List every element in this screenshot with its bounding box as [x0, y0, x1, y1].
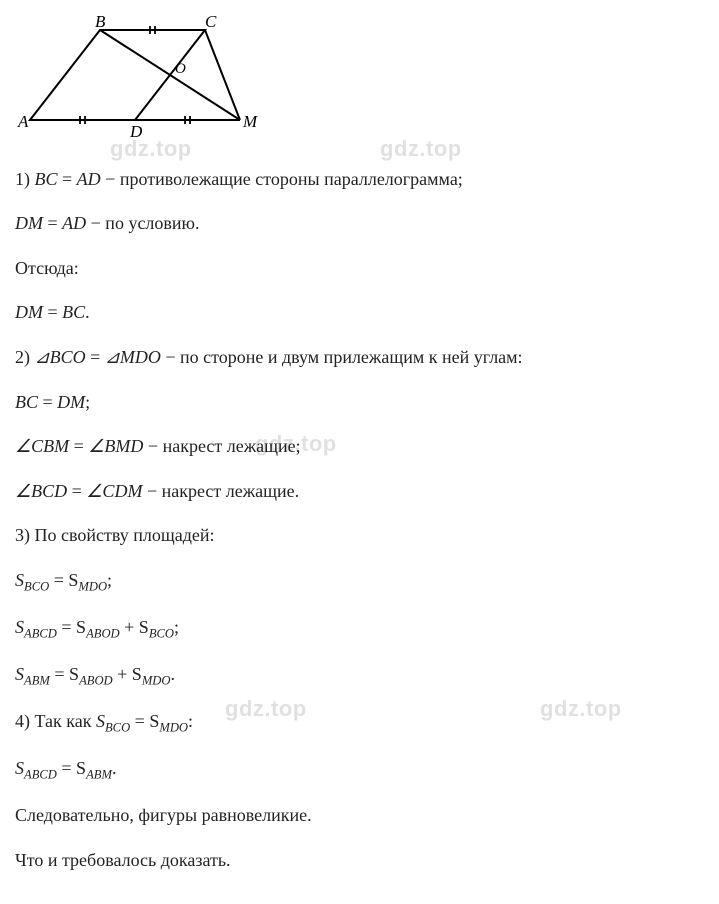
proof-line-16: Что и требовалось доказать. [15, 845, 704, 876]
proof-line-14: SABCD = SABM. [15, 753, 704, 786]
label-o: O [175, 61, 186, 77]
proof-line-11: SABCD = SABOD + SBCO; [15, 612, 704, 645]
proof-line-3: Отсюда: [15, 253, 704, 284]
label-m: M [242, 112, 258, 131]
label-b: B [95, 15, 106, 31]
proof-line-1: 1) BC = AD − противолежащие стороны пара… [15, 164, 704, 195]
proof-line-4: DM = BC. [15, 297, 704, 328]
proof-line-9: 3) По свойству площадей: [15, 520, 704, 551]
proof-line-12: SABM = SABOD + SMDO. [15, 659, 704, 692]
proof-line-10: SBCO = SMDO; [15, 565, 704, 598]
proof-line-6: BC = DM; [15, 387, 704, 418]
label-c: C [205, 15, 217, 31]
proof-line-2: DM = AD − по условию. [15, 208, 704, 239]
proof-line-7: ∠CBM = ∠BMD − накрест лежащие; [15, 431, 704, 462]
proof-line-15: Следовательно, фигуры равновеликие. [15, 800, 704, 831]
geometry-diagram: A B C D M O [15, 15, 704, 150]
label-a: A [17, 112, 29, 131]
proof-line-5: 2) ⊿BCO = ⊿MDO − по стороне и двум приле… [15, 342, 704, 373]
proof-line-13: 4) Так как SBCO = SMDO: [15, 706, 704, 739]
label-d: D [129, 122, 143, 140]
proof-line-8: ∠BCD = ∠CDM − накрест лежащие. [15, 476, 704, 507]
